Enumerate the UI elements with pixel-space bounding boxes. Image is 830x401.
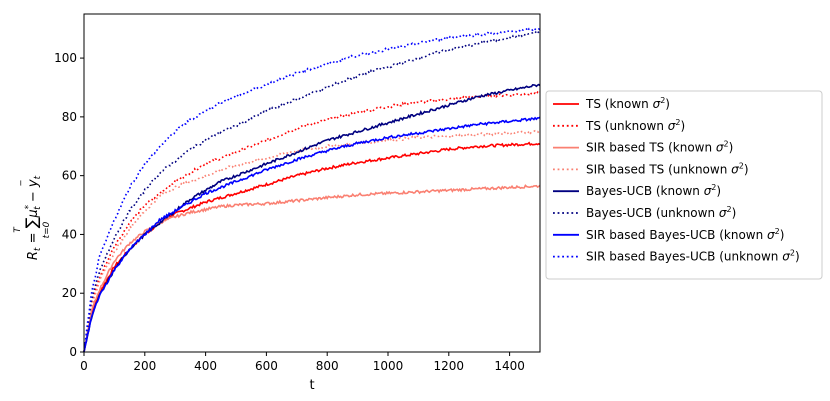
legend-label-2: TS (unknown σ2) — [585, 118, 685, 133]
ylabel-ybar-bar: ‾ — [20, 180, 31, 187]
y-axis-label: Rt = ∑μ*t − yt T t=0 ‾ — [13, 175, 52, 260]
series-line-2 — [83, 90, 541, 353]
ylabel-minus: − — [26, 187, 41, 206]
series-line-5 — [83, 83, 541, 353]
y-tick-label-40: 40 — [62, 227, 77, 241]
ylabel-sub-t: t — [33, 247, 43, 251]
legend-label-1: TS (known σ2) — [585, 96, 670, 111]
legend-label-8: SIR based Bayes-UCB (unknown σ2) — [586, 249, 800, 264]
legend-label-4: SIR based TS (unknown σ2) — [586, 161, 749, 176]
plot-frame — [83, 13, 541, 353]
series-line-8 — [83, 27, 541, 353]
legend-label-5: Bayes-UCB (known σ2) — [586, 183, 721, 198]
y-tick-label-60: 60 — [62, 169, 77, 183]
series-line-4 — [83, 129, 541, 353]
series-line-1 — [83, 141, 541, 353]
y-tick-label-20: 20 — [62, 286, 77, 300]
ylabel-mu: μ — [26, 209, 41, 218]
ylabel-mu-sup: * — [24, 204, 34, 209]
x-tick-label-1200: 1200 — [434, 359, 465, 373]
y-tick-label-80: 80 — [62, 110, 77, 124]
series-line-6 — [83, 29, 541, 353]
ylabel-mu-sub: t — [33, 206, 43, 210]
x-tick-label-600: 600 — [255, 359, 278, 373]
ylabel-y-sub: t — [33, 175, 43, 179]
legend-label-6: Bayes-UCB (unknown σ2) — [586, 205, 736, 220]
x-tick-label-200: 200 — [133, 359, 156, 373]
x-tick-label-400: 400 — [194, 359, 217, 373]
y-tick-label-100: 100 — [54, 51, 77, 65]
ylabel-y: y — [26, 179, 41, 188]
ylabel-R: R — [26, 251, 41, 260]
legend: TS (known σ2) TS (unknown σ2) SIR based TS… — [545, 90, 823, 280]
y-axis: 0 20 40 60 80 100 — [54, 51, 84, 359]
series-line-7 — [83, 116, 541, 353]
legend-label-7: SIR based Bayes-UCB (known σ2) — [586, 227, 784, 242]
x-tick-label-800: 800 — [316, 359, 339, 373]
x-axis-label: t — [309, 378, 314, 393]
legend-label-3: SIR based TS (known σ2) — [586, 140, 733, 155]
ylabel-eq: = — [26, 228, 41, 247]
ylabel-sum-sup: T — [13, 226, 23, 233]
x-tick-label-0: 0 — [80, 359, 88, 373]
y-tick-label-0: 0 — [69, 345, 77, 359]
series-line-3 — [83, 184, 541, 353]
ylabel-sum: ∑ — [22, 217, 41, 228]
x-tick-label-1000: 1000 — [373, 359, 404, 373]
svg-text:Rt = ∑μ*t − yt: Rt = ∑μ*t − yt — [22, 175, 43, 260]
legend-box — [545, 90, 823, 280]
x-axis: 0 200 400 600 800 1000 1200 1400 — [80, 352, 525, 373]
plot-lines — [83, 27, 541, 353]
ylabel-sum-sub: t=0 — [42, 221, 52, 238]
x-tick-label-1400: 1400 — [494, 359, 525, 373]
